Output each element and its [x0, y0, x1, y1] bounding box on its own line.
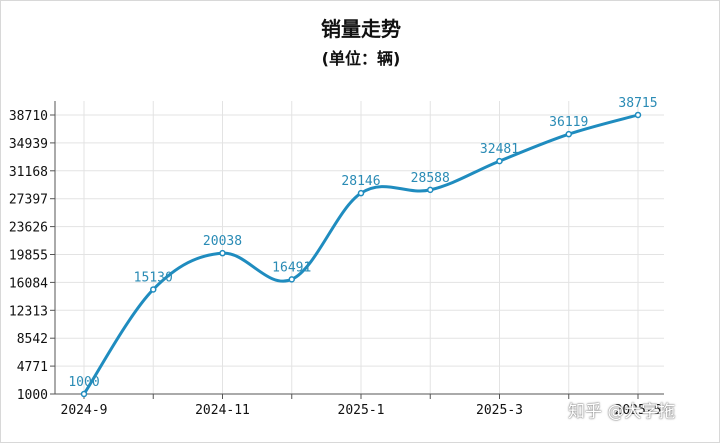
data-point	[357, 189, 365, 197]
y-tick-label: 19855	[9, 249, 48, 264]
data-point	[80, 390, 88, 398]
x-tick-label: 2025-1	[338, 403, 385, 418]
y-tick-label: 16084	[9, 276, 48, 291]
data-label: 1000	[68, 375, 99, 390]
data-label: 16491	[272, 260, 311, 275]
y-tick-label: 4771	[17, 360, 48, 375]
watermark: 知乎 @大字拖	[568, 402, 676, 422]
series-line	[82, 113, 639, 395]
data-label: 28588	[411, 171, 450, 186]
y-tick-label: 1000	[17, 388, 48, 403]
data-point	[427, 186, 434, 194]
x-tick-label: 2024-9	[61, 403, 108, 418]
x-tick-label: 2025-5	[615, 403, 662, 418]
data-point	[219, 249, 226, 257]
data-point	[150, 286, 157, 293]
data-label: 15130	[134, 270, 173, 285]
data-label: 20038	[203, 234, 242, 249]
data-label: 28146	[341, 174, 380, 189]
data-point	[288, 276, 295, 283]
x-tick-label: 2025-3	[476, 403, 523, 418]
data-point	[565, 130, 572, 138]
y-tick-label: 34939	[9, 137, 48, 152]
data-label: 36119	[549, 115, 588, 130]
y-tick-label: 12313	[9, 304, 48, 319]
y-tick-label: 27397	[9, 193, 48, 208]
data-label: 32481	[480, 142, 519, 157]
y-tick-label: 8542	[17, 332, 48, 347]
chart-subtitle: (单位：辆)	[321, 49, 401, 68]
data-label: 38715	[618, 96, 657, 111]
chart-title: 销量走势	[321, 17, 401, 41]
data-point	[496, 157, 503, 165]
y-tick-label: 38710	[9, 109, 48, 124]
data-point	[634, 111, 642, 119]
y-tick-label: 31168	[9, 165, 48, 180]
x-tick-label: 2024-11	[195, 403, 250, 418]
y-tick-label: 23626	[9, 221, 48, 236]
